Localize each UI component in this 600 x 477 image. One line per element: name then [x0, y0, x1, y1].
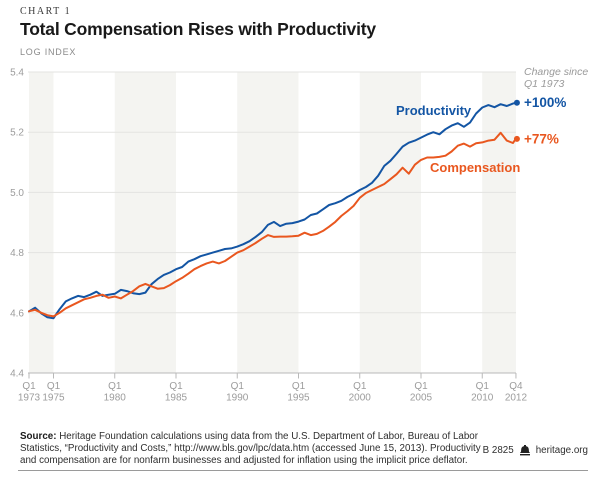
compensation-end-dot	[513, 135, 520, 142]
compensation-series-label: Compensation	[430, 160, 520, 175]
x-tick-label: Q1 1985	[165, 381, 188, 404]
y-tick-label: 4.8	[10, 248, 24, 259]
x-tick-label: Q1 1980	[104, 381, 127, 404]
change-since-annotation: Change since	[524, 66, 588, 78]
source-line-1: Heritage Foundation calculations using d…	[56, 431, 478, 442]
background-band	[359, 72, 421, 373]
productivity-line	[28, 101, 517, 320]
y-axis-unit-label: LOG INDEX	[20, 47, 77, 57]
heritage-bell-icon	[519, 445, 530, 456]
productivity-series-label: Productivity	[396, 103, 472, 118]
footer-branding: B 2825 heritage.org	[483, 445, 588, 456]
source-label: Source:	[20, 431, 57, 442]
productivity-change-label: +100%	[524, 95, 566, 110]
source-line-3: and compensation are for nonfarm busines…	[20, 455, 468, 466]
x-tick-label: Q1 2005	[410, 381, 433, 404]
x-tick-label: Q1 1990	[226, 381, 249, 404]
page-title: Total Compensation Rises with Productivi…	[20, 19, 376, 39]
y-tick-label: 5.2	[10, 128, 24, 139]
compensation-change-label: +77%	[524, 131, 559, 146]
site-url: heritage.org	[535, 445, 588, 456]
background-band	[482, 72, 516, 373]
x-tick-label: Q1 1995	[287, 381, 310, 404]
x-tick-label: Q1 2000	[349, 381, 372, 404]
x-tick-label: Q1 1975	[42, 381, 65, 404]
x-tick-label: Q1 1973	[18, 381, 41, 404]
report-id: B 2825	[482, 445, 514, 456]
source-note: Source: Heritage Foundation calculations…	[20, 431, 498, 467]
background-band	[29, 72, 54, 373]
y-tick-label: 5.4	[10, 68, 24, 79]
compensation-line	[28, 131, 517, 318]
chart-kicker: CHART 1	[20, 6, 72, 17]
productivity-end-dot	[513, 99, 520, 106]
source-line-2: Statistics, “Productivity and Costs,” ht…	[20, 443, 481, 454]
y-tick-label: 5.0	[10, 188, 24, 199]
change-since-annotation: Q1 1973	[524, 78, 564, 90]
background-band	[114, 72, 176, 373]
x-tick-label: Q4 2012	[505, 381, 528, 404]
bottom-divider	[18, 470, 588, 471]
y-tick-label: 4.4	[10, 369, 24, 380]
x-tick-label: Q1 2010	[471, 381, 494, 404]
y-tick-label: 4.6	[10, 308, 24, 319]
